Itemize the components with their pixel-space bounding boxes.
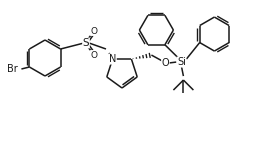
Text: N: N xyxy=(109,54,116,64)
Text: O: O xyxy=(90,51,97,60)
Text: Br: Br xyxy=(7,64,17,74)
Text: O: O xyxy=(161,58,169,68)
Text: Si: Si xyxy=(177,57,186,67)
Text: O: O xyxy=(90,27,97,35)
Text: S: S xyxy=(83,38,89,48)
